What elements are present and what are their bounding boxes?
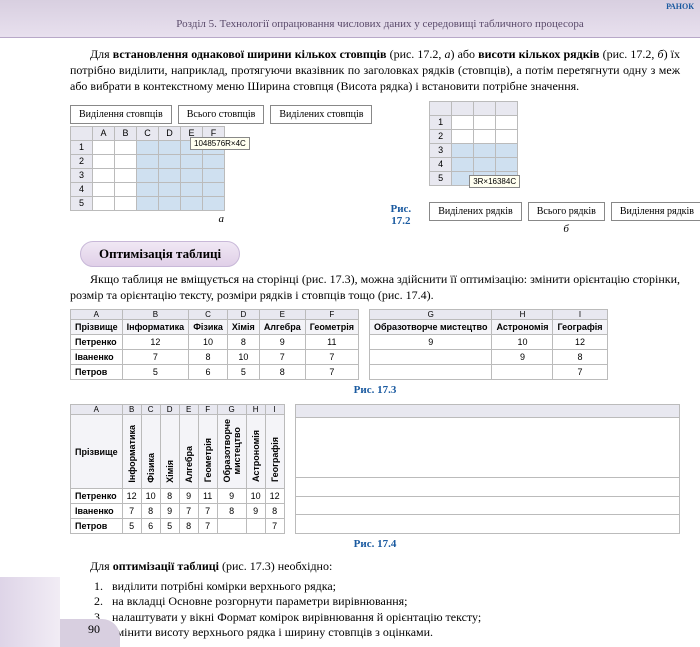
- tooltip: 3R×16384C: [469, 175, 520, 188]
- list-item: змінити висоту верхнього рядка і ширину …: [106, 625, 680, 641]
- callout: Виділення рядків: [611, 202, 700, 221]
- figure-17-4: ABCDEFGHI Прізвище Інформатика Фізика Хі…: [70, 404, 680, 535]
- list-item: виділити потрібні комірки верхнього рядк…: [106, 579, 680, 595]
- list-item: на вкладці Основне розгорнути параметри …: [106, 594, 680, 610]
- callout: Всього рядків: [528, 202, 605, 221]
- figure-17-2-b: 1 2 3 4 5 3R×16384C Виділених рядків Всь…: [429, 101, 700, 235]
- publisher-logo: РАНОК: [666, 2, 694, 11]
- subfigure-label: а: [70, 213, 372, 225]
- callout: Виділених стовпців: [270, 105, 372, 124]
- table-17-3-right: GHI Образотворче мистецтвоАстрономіяГеог…: [369, 309, 608, 380]
- table-17-4-blank: [295, 404, 680, 535]
- figure-caption: Рис. 17.2: [390, 203, 411, 227]
- table-17-4: ABCDEFGHI Прізвище Інформатика Фізика Хі…: [70, 404, 285, 535]
- figure-caption: Рис. 17.4: [70, 538, 680, 550]
- figure-17-2: Виділення стовпців Всього стовпців Виділ…: [70, 101, 680, 235]
- mini-spreadsheet-b: 1 2 3 4 5: [429, 101, 518, 186]
- steps-intro: Для оптимізації таблиці (рис. 17.3) необ…: [70, 558, 680, 574]
- table-17-3-left: ABCDEF ПрізвищеІнформатикаФізикаХіміяАлг…: [70, 309, 359, 380]
- intro-paragraph: Для встановлення однакової ширини кілько…: [70, 46, 680, 95]
- steps-list: виділити потрібні комірки верхнього рядк…: [106, 579, 680, 641]
- callout: Всього стовпців: [178, 105, 265, 124]
- figure-17-2-a: Виділення стовпців Всього стовпців Виділ…: [70, 101, 372, 225]
- list-item: налаштувати у вікні Формат комірок вирів…: [106, 610, 680, 626]
- figure-caption: Рис. 17.3: [70, 384, 680, 396]
- tooltip: 1048576R×4C: [190, 137, 250, 150]
- page-content: Для встановлення однакової ширини кілько…: [70, 46, 680, 641]
- section-heading: Оптимізація таблиці: [80, 241, 240, 267]
- page-number: 90: [88, 622, 100, 637]
- optimization-paragraph: Якщо таблиця не вміщується на сторінці (…: [70, 271, 680, 303]
- callout: Виділення стовпців: [70, 105, 172, 124]
- figure-17-3: ABCDEF ПрізвищеІнформатикаФізикаХіміяАлг…: [70, 309, 680, 380]
- subfigure-label: б: [429, 223, 700, 235]
- footer-background: [0, 577, 60, 647]
- callout: Виділених рядків: [429, 202, 522, 221]
- section-heading-wrap: Оптимізація таблиці: [70, 235, 680, 271]
- chapter-header: Розділ 5. Технології опрацювання числови…: [80, 18, 680, 30]
